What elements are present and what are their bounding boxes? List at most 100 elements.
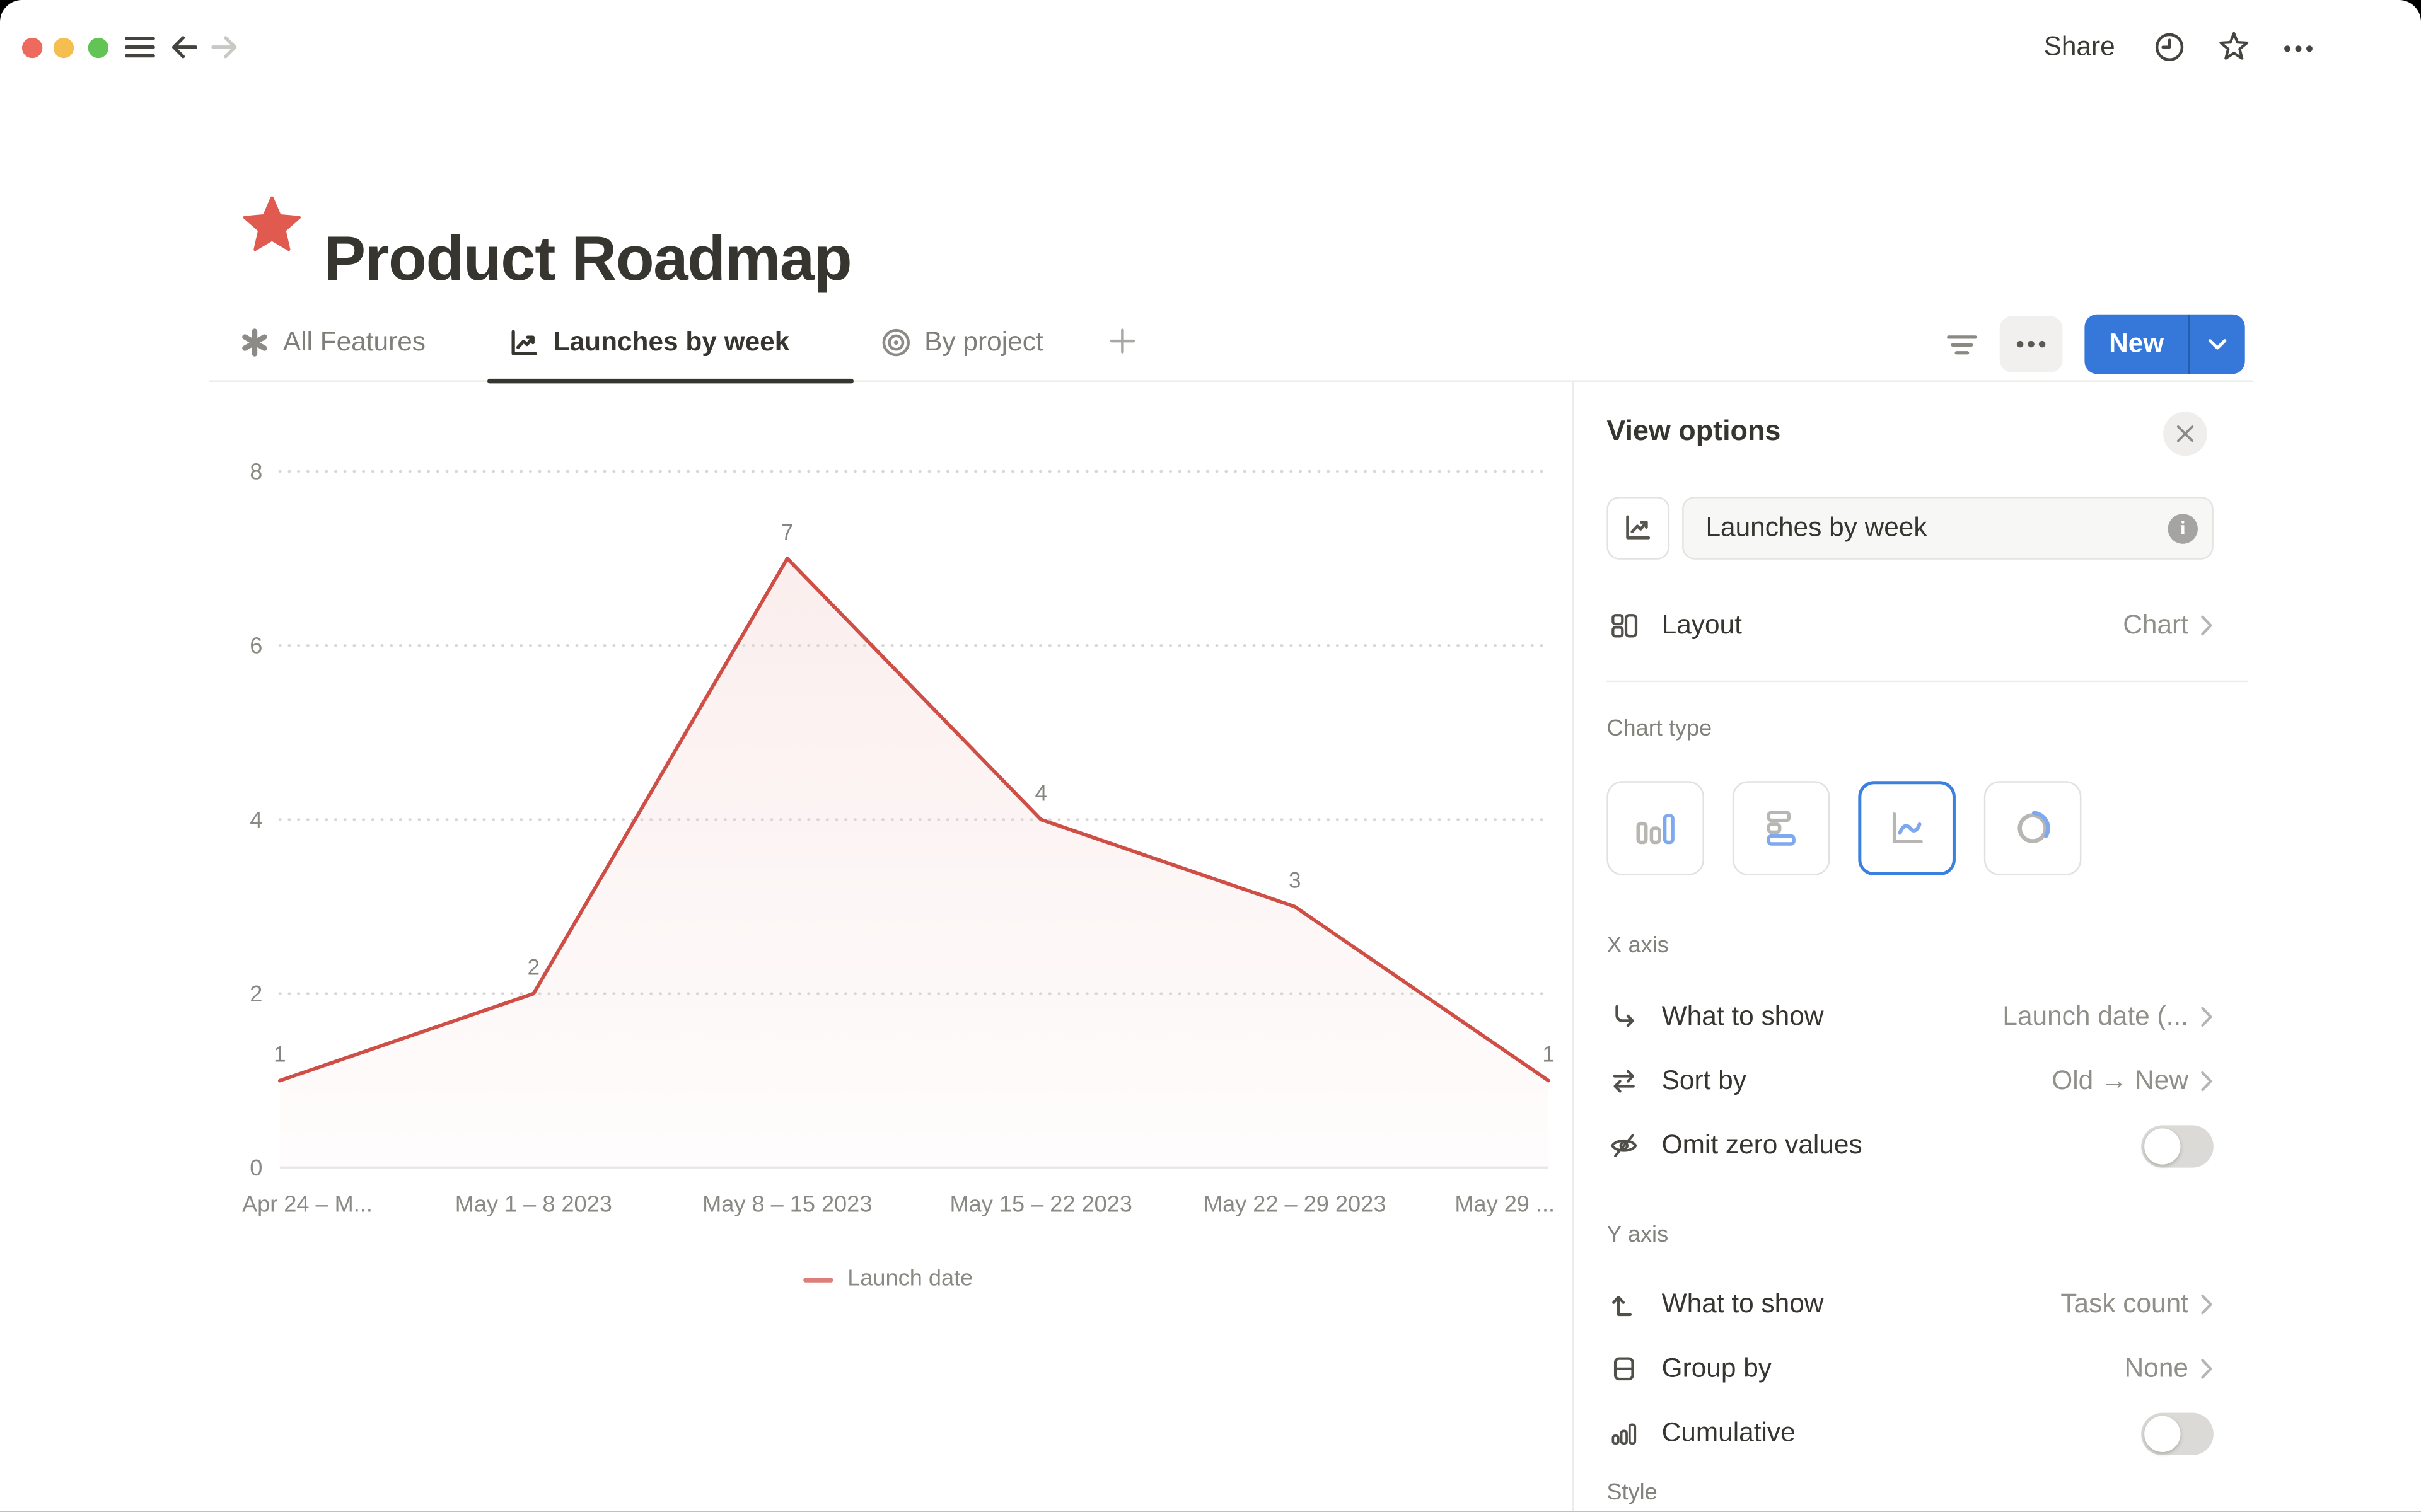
updates-button[interactable] <box>2152 30 2187 64</box>
layout-row[interactable]: Layout Chart <box>1606 594 2213 657</box>
close-icon <box>2176 424 2195 443</box>
svg-text:7: 7 <box>781 520 793 545</box>
panel-section-divider <box>1606 680 2248 683</box>
bar-chart-icon <box>1630 803 1681 853</box>
view-icon-button[interactable] <box>1606 496 1670 560</box>
star-icon <box>2217 30 2251 64</box>
svg-text:2: 2 <box>250 981 262 1007</box>
omit-zero-values-toggle[interactable] <box>2141 1124 2214 1167</box>
chart-type-horizontal-bar-button[interactable] <box>1732 781 1830 875</box>
x-what-to-show-row[interactable]: What to show Launch date (... <box>1606 985 2213 1048</box>
svg-text:2: 2 <box>528 955 540 980</box>
omit-zero-values-row: Omit zero values <box>1606 1114 2214 1177</box>
svg-text:8: 8 <box>250 459 262 485</box>
back-arrow-icon <box>166 30 201 64</box>
legend-label: Launch date <box>847 1266 973 1292</box>
window-zoom-button[interactable] <box>88 37 109 59</box>
chart-type-vertical-bar-button[interactable] <box>1606 781 1704 875</box>
more-options-button[interactable] <box>2281 32 2316 66</box>
horizontal-bar-chart-icon <box>1756 803 1806 853</box>
cumulative-toggle[interactable] <box>2141 1412 2214 1455</box>
active-tab-underline <box>487 378 854 383</box>
asterisk-icon <box>239 327 270 359</box>
chevron-right-icon <box>2199 615 2213 637</box>
tab-launches-by-week[interactable]: Launches by week <box>508 319 789 366</box>
forward-button[interactable] <box>207 30 242 64</box>
panel-divider <box>1572 381 1574 1512</box>
page-title: Product Roadmap <box>323 224 852 294</box>
favorite-button[interactable] <box>2217 30 2251 64</box>
chevron-right-icon <box>2199 1358 2213 1380</box>
chevron-right-icon <box>2199 1070 2213 1092</box>
ellipsis-icon <box>2012 325 2050 363</box>
corner-down-right-icon <box>1606 1001 1641 1032</box>
group-by-value: None <box>2124 1353 2188 1383</box>
layout-icon <box>1606 609 1641 642</box>
new-dropdown-button[interactable] <box>2190 315 2244 374</box>
sort-by-value: Old → New <box>2052 1065 2188 1095</box>
page-icon-red-star[interactable] <box>242 196 302 257</box>
new-split-button: New <box>2084 314 2245 374</box>
view-settings-button[interactable] <box>1999 316 2063 372</box>
sort-by-row[interactable]: Sort by Old → New <box>1606 1050 2213 1113</box>
svg-text:May 8 – 15 2023: May 8 – 15 2023 <box>702 1191 872 1216</box>
tab-label: By project <box>924 326 1043 357</box>
chart-type-options <box>1606 781 2082 875</box>
swap-arrows-icon <box>1606 1066 1641 1097</box>
svg-text:May 29 ...: May 29 ... <box>1454 1191 1555 1216</box>
view-name-field-wrap: i <box>1682 496 2214 560</box>
filter-lines-icon <box>1944 327 1979 362</box>
chart-type-line-button[interactable] <box>1858 781 1956 875</box>
tab-all-features[interactable]: All Features <box>239 319 426 366</box>
window-minimize-button[interactable] <box>53 37 74 59</box>
svg-text:0: 0 <box>250 1155 262 1180</box>
style-section-label: Style <box>1606 1480 1658 1506</box>
line-chart-icon <box>508 326 540 359</box>
chart-type-donut-button[interactable] <box>1983 781 2082 875</box>
svg-text:4: 4 <box>250 807 262 833</box>
hamburger-icon <box>122 30 157 64</box>
group-by-row[interactable]: Group by None <box>1606 1337 2213 1400</box>
legend-marker <box>803 1276 833 1282</box>
window-close-button[interactable] <box>21 37 43 59</box>
share-button[interactable]: Share <box>2044 26 2115 67</box>
eye-off-icon <box>1606 1130 1641 1162</box>
svg-text:1: 1 <box>274 1042 286 1067</box>
back-button[interactable] <box>166 30 201 64</box>
layout-value: Chart <box>2123 609 2188 640</box>
svg-text:May 22 – 29 2023: May 22 – 29 2023 <box>1204 1191 1386 1216</box>
target-icon <box>880 327 912 359</box>
toggle-knob <box>2144 1128 2181 1164</box>
sidebar-toggle-button[interactable] <box>122 30 157 64</box>
add-view-button[interactable] <box>1106 325 1138 357</box>
line-chart-icon <box>1882 803 1932 853</box>
close-panel-button[interactable] <box>2163 412 2207 456</box>
plus-icon <box>1106 325 1138 357</box>
view-name-input[interactable] <box>1682 496 2214 560</box>
info-icon[interactable]: i <box>2168 513 2198 543</box>
svg-text:3: 3 <box>1289 869 1301 893</box>
arrow-up-from-line-icon <box>1606 1289 1641 1320</box>
new-button[interactable]: New <box>2084 314 2190 374</box>
mini-bars-icon <box>1606 1417 1641 1449</box>
svg-text:4: 4 <box>1035 781 1047 805</box>
y-axis-section-label: Y axis <box>1606 1222 1669 1248</box>
y-what-to-show-row[interactable]: What to show Task count <box>1606 1273 2213 1336</box>
tab-label: Launches by week <box>553 326 790 357</box>
toggle-knob <box>2144 1415 2181 1451</box>
chart-type-section-label: Chart type <box>1606 717 1712 742</box>
svg-text:May 15 – 22 2023: May 15 – 22 2023 <box>950 1191 1132 1216</box>
tab-by-project[interactable]: By project <box>880 319 1043 366</box>
panel-title: View options <box>1606 415 1781 447</box>
chevron-right-icon <box>2199 1006 2213 1028</box>
chevron-down-icon <box>2207 337 2227 351</box>
tab-label: All Features <box>282 326 426 357</box>
svg-text:May 1 – 8 2023: May 1 – 8 2023 <box>455 1191 612 1216</box>
clock-icon <box>2152 30 2187 64</box>
launches-line-chart: 0 2 4 6 8 1 2 7 4 3 1 Apr 24 – M... May 1 – 8 2023 Ma… <box>242 459 1555 1217</box>
ellipsis-icon <box>2281 32 2316 66</box>
svg-text:Apr 24 – M...: Apr 24 – M... <box>242 1191 373 1216</box>
chart-legend: Launch date <box>220 1267 1556 1292</box>
filter-sort-button[interactable] <box>1944 327 1979 362</box>
